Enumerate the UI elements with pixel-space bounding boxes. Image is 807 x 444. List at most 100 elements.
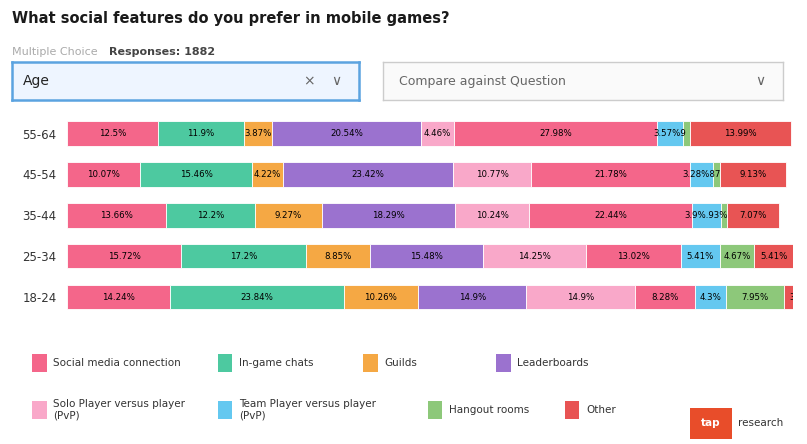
Text: 4.22%: 4.22% <box>254 170 282 179</box>
Bar <box>421 121 454 146</box>
Bar <box>784 285 807 309</box>
Bar <box>67 244 181 269</box>
Text: 10.07%: 10.07% <box>87 170 120 179</box>
Text: 4.46%: 4.46% <box>424 129 451 138</box>
Text: 8.28%: 8.28% <box>651 293 678 301</box>
Bar <box>483 244 586 269</box>
Text: 13.02%: 13.02% <box>617 252 650 261</box>
Text: 3.87%: 3.87% <box>245 129 272 138</box>
Text: Multiple Choice: Multiple Choice <box>12 47 98 57</box>
Bar <box>529 203 692 228</box>
Text: 8.85%: 8.85% <box>324 252 352 261</box>
Text: 7.95%: 7.95% <box>741 293 768 301</box>
Text: Team Player versus player
(PvP): Team Player versus player (PvP) <box>239 399 376 420</box>
Bar <box>283 162 454 187</box>
Text: ×: × <box>303 74 316 88</box>
Text: 23.42%: 23.42% <box>352 170 385 179</box>
Bar <box>67 121 158 146</box>
Bar <box>67 203 166 228</box>
Text: 21.78%: 21.78% <box>594 170 627 179</box>
Text: Age: Age <box>23 74 49 88</box>
Text: 15.72%: 15.72% <box>107 252 140 261</box>
Text: 18.29%: 18.29% <box>372 211 405 220</box>
Bar <box>683 121 689 146</box>
Text: 10.26%: 10.26% <box>365 293 397 301</box>
Bar <box>166 203 255 228</box>
Text: 9.27%: 9.27% <box>275 211 302 220</box>
Bar <box>158 121 245 146</box>
Text: 14.9%: 14.9% <box>567 293 594 301</box>
Text: Solo Player versus player
(PvP): Solo Player versus player (PvP) <box>53 399 186 420</box>
Bar <box>721 203 727 228</box>
Bar <box>695 285 725 309</box>
Text: Leaderboards: Leaderboards <box>517 358 589 368</box>
Text: Guilds: Guilds <box>384 358 417 368</box>
Text: 23.84%: 23.84% <box>240 293 274 301</box>
Text: 14.9%: 14.9% <box>458 293 486 301</box>
Text: Social media connection: Social media connection <box>53 358 181 368</box>
Text: Responses: 1882: Responses: 1882 <box>109 47 215 57</box>
Text: 14.25%: 14.25% <box>518 252 551 261</box>
Bar <box>754 244 793 269</box>
Bar <box>681 244 720 269</box>
Bar <box>344 285 418 309</box>
Bar <box>634 285 695 309</box>
Bar <box>720 244 754 269</box>
Text: 17.2%: 17.2% <box>230 252 257 261</box>
Bar <box>689 162 713 187</box>
Bar <box>418 285 526 309</box>
Text: 5.41%: 5.41% <box>760 252 788 261</box>
Bar <box>370 244 483 269</box>
Text: Hangout rooms: Hangout rooms <box>449 405 529 415</box>
Text: 9.13%: 9.13% <box>739 170 767 179</box>
Text: What social features do you prefer in mobile games?: What social features do you prefer in mo… <box>12 11 449 26</box>
Bar <box>253 162 283 187</box>
Text: Other: Other <box>586 405 616 415</box>
Text: 4.67%: 4.67% <box>723 252 751 261</box>
Bar <box>67 285 170 309</box>
Bar <box>306 244 370 269</box>
Text: 15.46%: 15.46% <box>180 170 213 179</box>
Text: 3.28%87: 3.28%87 <box>682 170 721 179</box>
Text: 32: 32 <box>790 293 801 301</box>
Bar <box>531 162 689 187</box>
Bar <box>725 285 784 309</box>
Bar <box>272 121 421 146</box>
Text: 10.24%: 10.24% <box>475 211 508 220</box>
Text: 13.66%: 13.66% <box>100 211 133 220</box>
Bar <box>689 121 791 146</box>
Text: 15.48%: 15.48% <box>410 252 443 261</box>
Text: 4.3%: 4.3% <box>700 293 721 301</box>
Text: 14.24%: 14.24% <box>102 293 135 301</box>
Text: ∨: ∨ <box>332 74 341 88</box>
Text: 10.77%: 10.77% <box>476 170 508 179</box>
Text: 22.44%: 22.44% <box>595 211 627 220</box>
Bar <box>454 121 657 146</box>
Bar <box>181 244 306 269</box>
Text: 3.57%9: 3.57%9 <box>654 129 687 138</box>
Bar <box>67 162 140 187</box>
Bar <box>454 162 531 187</box>
Bar <box>586 244 681 269</box>
Bar <box>713 162 720 187</box>
Text: 5.41%: 5.41% <box>687 252 714 261</box>
Bar <box>727 203 779 228</box>
Bar <box>692 203 721 228</box>
Bar <box>245 121 272 146</box>
Text: 11.9%: 11.9% <box>187 129 215 138</box>
Text: 20.54%: 20.54% <box>330 129 363 138</box>
Text: 12.2%: 12.2% <box>197 211 224 220</box>
Text: ∨: ∨ <box>755 74 765 88</box>
Text: 12.5%: 12.5% <box>98 129 126 138</box>
Text: 7.07%: 7.07% <box>739 211 767 220</box>
Text: research: research <box>738 418 784 428</box>
Bar <box>720 162 786 187</box>
Bar <box>140 162 253 187</box>
Text: 3.9%.93%: 3.9%.93% <box>684 211 728 220</box>
Text: Compare against Question: Compare against Question <box>399 75 567 87</box>
Text: In-game chats: In-game chats <box>239 358 313 368</box>
Bar <box>170 285 344 309</box>
Bar <box>255 203 322 228</box>
Text: tap: tap <box>701 418 721 428</box>
Text: 27.98%: 27.98% <box>539 129 572 138</box>
